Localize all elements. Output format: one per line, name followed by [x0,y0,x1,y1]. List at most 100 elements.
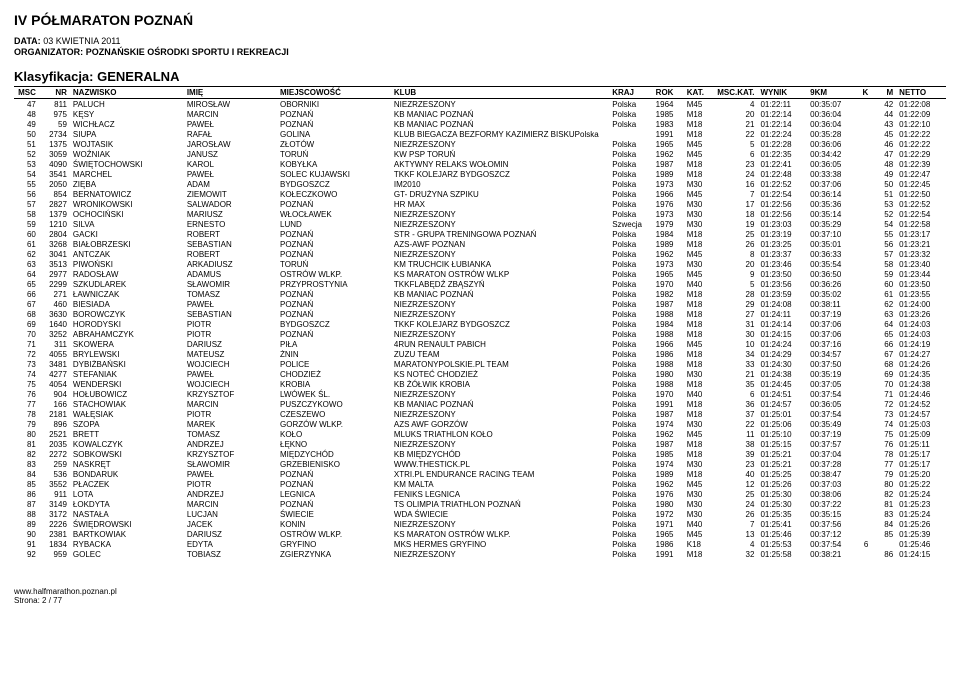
table-cell: 01:25:21 [757,449,807,459]
table-cell: BRETT [70,429,184,439]
table-cell: 5 [713,279,758,289]
table-cell: M18 [684,439,713,449]
table-cell: SIUPA [70,129,184,139]
table-cell: Polska [609,119,652,129]
table-cell: 1985 [653,449,684,459]
table-cell [857,179,871,189]
table-cell: 01:22:45 [896,179,946,189]
table-cell: 311 [39,339,70,349]
table-cell: RADOSŁAW [70,269,184,279]
table-cell: 01:25:24 [896,489,946,499]
table-cell: 00:35:29 [807,219,857,229]
table-cell: 00:37:54 [807,539,857,549]
table-cell: 2521 [39,429,70,439]
table-cell: 26 [713,239,758,249]
table-cell: KLUB BIEGACZA BEZFORMY KAZIMIERZ BISKUPo… [391,129,609,139]
table-cell [857,319,871,329]
table-cell: Szwecja [609,219,652,229]
table-cell: 68 [14,309,39,319]
column-header: K [857,87,871,99]
table-cell: PIWOŃSKI [70,259,184,269]
table-cell: KOŁECZKOWO [277,189,391,199]
table-cell: 00:36:33 [807,249,857,259]
table-cell: Polska [609,179,652,189]
table-cell: 32 [713,549,758,559]
table-cell: Polska [609,419,652,429]
table-cell: 01:25:09 [896,429,946,439]
table-cell: 00:34:57 [807,349,857,359]
table-cell: PAWEŁ [184,119,277,129]
table-cell: 63 [14,259,39,269]
column-header: KRAJ [609,87,652,99]
table-cell: KOWALCZYK [70,439,184,449]
table-cell [609,129,652,139]
table-cell: 01:22:58 [896,219,946,229]
table-cell: 30 [713,329,758,339]
column-header: NR [39,87,70,99]
table-cell: 59 [39,119,70,129]
table-cell: 00:35:19 [807,369,857,379]
table-cell: 01:25:41 [757,519,807,529]
table-cell [857,279,871,289]
table-cell: 64 [871,319,896,329]
table-cell: 00:37:54 [807,409,857,419]
table-cell [857,349,871,359]
table-cell: 00:37:06 [807,179,857,189]
table-cell: ŁAWNICZAK [70,289,184,299]
table-body: 47811PALUCHMIROSŁAWOBORNIKINIEZRZESZONYP… [14,99,946,560]
table-cell: 70 [871,379,896,389]
table-cell [857,139,871,149]
meta-date-label: DATA: [14,36,41,46]
table-cell: 01:23:44 [896,269,946,279]
table-cell: ABRAHAMCZYK [70,329,184,339]
table-cell: PIOTR [184,319,277,329]
table-cell: M18 [684,129,713,139]
table-cell: 70 [14,329,39,339]
table-cell: 00:37:06 [807,319,857,329]
table-cell [857,129,871,139]
table-cell: 00:37:28 [807,459,857,469]
table-cell: 76 [871,439,896,449]
table-cell: NIEZRZESZONY [391,139,609,149]
table-row: 683630BOROWCZYKSEBASTIANPOZNAŃNIEZRZESZO… [14,309,946,319]
table-cell: M45 [684,479,713,489]
table-cell: 45 [871,129,896,139]
table-cell: M30 [684,459,713,469]
table-cell: 82 [871,489,896,499]
table-row: 76904HOŁUBOWICZKRZYSZTOFLWÓWEK ŚL.NIEZRZ… [14,389,946,399]
table-cell: LEGNICA [277,489,391,499]
table-cell: 2977 [39,269,70,279]
table-cell: 01:24:57 [757,399,807,409]
table-cell [857,529,871,539]
table-cell: 21 [713,369,758,379]
table-cell: 51 [14,139,39,149]
table-cell: 00:38:11 [807,299,857,309]
table-cell: 35 [713,379,758,389]
table-cell: Polska [609,409,652,419]
table-cell: 73 [871,409,896,419]
table-cell: 43 [871,119,896,129]
table-cell: SOBKOWSKI [70,449,184,459]
table-cell: 00:35:14 [807,209,857,219]
table-cell: Polska [609,159,652,169]
table-cell [857,169,871,179]
table-cell: POZNAŃ [277,239,391,249]
table-cell: 68 [871,359,896,369]
table-cell: 01:25:26 [757,479,807,489]
table-cell [857,249,871,259]
table-cell: 01:22:11 [757,99,807,110]
table-cell: PAWEŁ [184,299,277,309]
table-cell: 911 [39,489,70,499]
table-cell: ŚWIECIE [277,509,391,519]
table-cell: 1973 [653,209,684,219]
table-cell: 01:24:35 [896,369,946,379]
column-header: M [871,87,896,99]
table-cell: 01:25:10 [757,429,807,439]
table-cell: KS MARATON OSTRÓW WLKP. [391,529,609,539]
table-cell: ZGIERZYNKA [277,549,391,559]
table-cell: 33 [713,359,758,369]
table-cell: 2050 [39,179,70,189]
table-row: 79896SZOPAMAREKGORZÓW WLKP.AZS AWF GORZÓ… [14,419,946,429]
table-cell: 1972 [653,509,684,519]
table-cell: 2226 [39,519,70,529]
